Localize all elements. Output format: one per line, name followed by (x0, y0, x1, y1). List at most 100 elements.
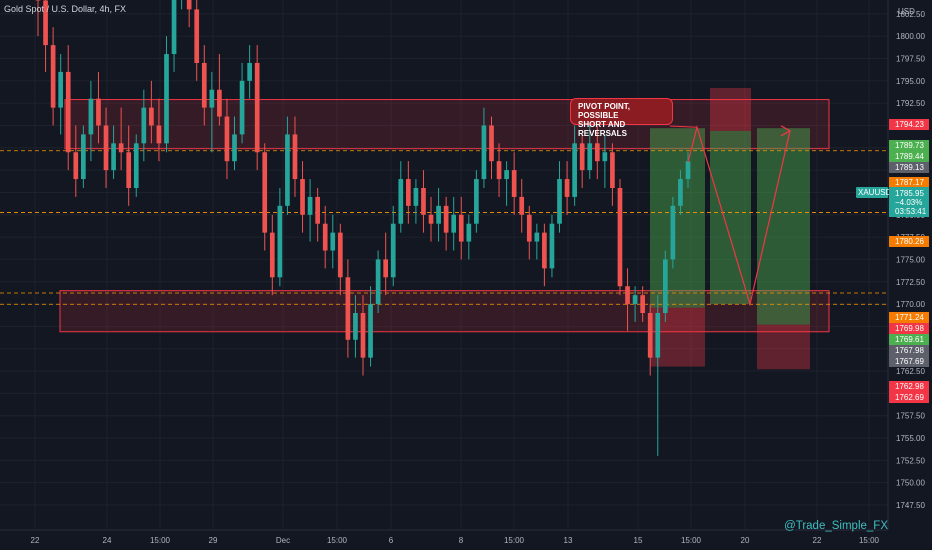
candle-body[interactable] (300, 179, 305, 215)
candle-body[interactable] (390, 223, 396, 278)
candle-body[interactable] (557, 179, 562, 224)
candle-body[interactable] (451, 214, 457, 233)
candle-body[interactable] (496, 161, 502, 180)
candle-body[interactable] (156, 125, 162, 144)
candle-body[interactable] (65, 71, 71, 153)
zone-box (59, 290, 830, 333)
candle-body[interactable] (428, 214, 434, 224)
candle-body[interactable] (526, 214, 532, 242)
candle-body[interactable] (662, 259, 668, 314)
candle-body[interactable] (383, 259, 389, 278)
candle-body[interactable] (655, 313, 661, 358)
price-tag-label: 1767.98 (895, 346, 924, 355)
candle-body[interactable] (632, 295, 638, 305)
candle-body[interactable] (81, 134, 86, 180)
candle-body[interactable] (285, 134, 290, 206)
candle-body[interactable] (322, 223, 328, 251)
last-price-change: −4.03% (895, 198, 922, 207)
candle-body[interactable] (647, 313, 653, 358)
candle-body[interactable] (164, 54, 169, 144)
candle-body[interactable] (587, 143, 593, 171)
candle-body[interactable] (43, 0, 48, 46)
candle-body[interactable] (549, 223, 555, 269)
target-zone (710, 130, 751, 305)
candle-body[interactable] (73, 152, 79, 180)
candle-body[interactable] (337, 232, 343, 278)
candle-body[interactable] (436, 205, 441, 224)
candle-body[interactable] (474, 179, 479, 224)
candle-body[interactable] (88, 98, 94, 135)
candle-body[interactable] (58, 71, 64, 108)
candle-body[interactable] (594, 143, 600, 162)
candle-body[interactable] (458, 214, 464, 242)
y-tick-label: 1750.00 (896, 479, 925, 488)
candle-body[interactable] (375, 259, 381, 305)
candle-body[interactable] (315, 196, 320, 224)
candle-body[interactable] (330, 232, 336, 251)
price-tag (889, 312, 929, 323)
candle-body[interactable] (466, 223, 472, 242)
candle-body[interactable] (262, 152, 268, 233)
candle-body[interactable] (111, 143, 116, 171)
y-tick-label: 1757.50 (896, 412, 925, 421)
candle-body[interactable] (149, 107, 154, 126)
candle-body[interactable] (194, 9, 200, 63)
candle-body[interactable] (421, 187, 426, 215)
candle-body[interactable] (670, 205, 676, 260)
candle-body[interactable] (572, 143, 577, 197)
candle-body[interactable] (103, 125, 109, 171)
candle-body[interactable] (579, 143, 585, 171)
price-axis[interactable] (888, 0, 932, 550)
candle-body[interactable] (602, 152, 608, 162)
candle-body[interactable] (617, 187, 623, 287)
time-axis[interactable] (0, 530, 888, 550)
price-tag (889, 392, 929, 403)
candle-body[interactable] (247, 62, 252, 81)
candle-body[interactable] (141, 107, 147, 144)
candle-body[interactable] (481, 125, 487, 180)
candle-body[interactable] (640, 295, 645, 314)
candle-body[interactable] (224, 116, 230, 162)
candle-body[interactable] (625, 286, 630, 305)
candle-body[interactable] (186, 0, 192, 10)
candle-body[interactable] (368, 304, 373, 358)
candle-body[interactable] (345, 277, 351, 340)
candle-body[interactable] (307, 196, 313, 215)
candle-body[interactable] (685, 161, 691, 180)
candle-body[interactable] (511, 170, 517, 197)
candle-body[interactable] (201, 62, 207, 108)
callout-line-2: SHORT AND REVERSALS (578, 120, 627, 138)
candle-body[interactable] (489, 125, 494, 162)
price-tag-label: 1789.73 (895, 141, 924, 150)
candle-body[interactable] (118, 143, 124, 153)
price-tag-label: 1762.98 (895, 382, 924, 391)
candle-body[interactable] (519, 196, 525, 215)
candle-body[interactable] (406, 179, 411, 206)
candle-body[interactable] (126, 152, 132, 188)
candle-body[interactable] (564, 179, 570, 197)
candle-body[interactable] (504, 170, 509, 180)
candle-body[interactable] (96, 98, 101, 126)
candle-body[interactable] (239, 80, 245, 135)
candle-body[interactable] (534, 232, 540, 242)
candle-body[interactable] (678, 179, 683, 206)
candle-body[interactable] (360, 313, 366, 358)
candle-body[interactable] (277, 205, 283, 278)
candle-body[interactable] (209, 89, 215, 108)
price-tag-label: 1762.69 (895, 393, 924, 402)
candle-body[interactable] (542, 232, 547, 269)
candle-body[interactable] (269, 232, 275, 278)
candle-body[interactable] (217, 89, 222, 117)
candle-body[interactable] (50, 45, 56, 108)
candle-body[interactable] (292, 134, 298, 180)
candle-body[interactable] (232, 134, 237, 162)
candle-body[interactable] (254, 62, 260, 153)
candle-body[interactable] (171, 0, 177, 55)
candle-body[interactable] (133, 143, 139, 188)
candle-body[interactable] (443, 205, 449, 233)
candle-body[interactable] (398, 179, 404, 224)
candle-body[interactable] (413, 187, 419, 206)
candle-body[interactable] (610, 152, 615, 188)
candle-body[interactable] (353, 313, 358, 340)
